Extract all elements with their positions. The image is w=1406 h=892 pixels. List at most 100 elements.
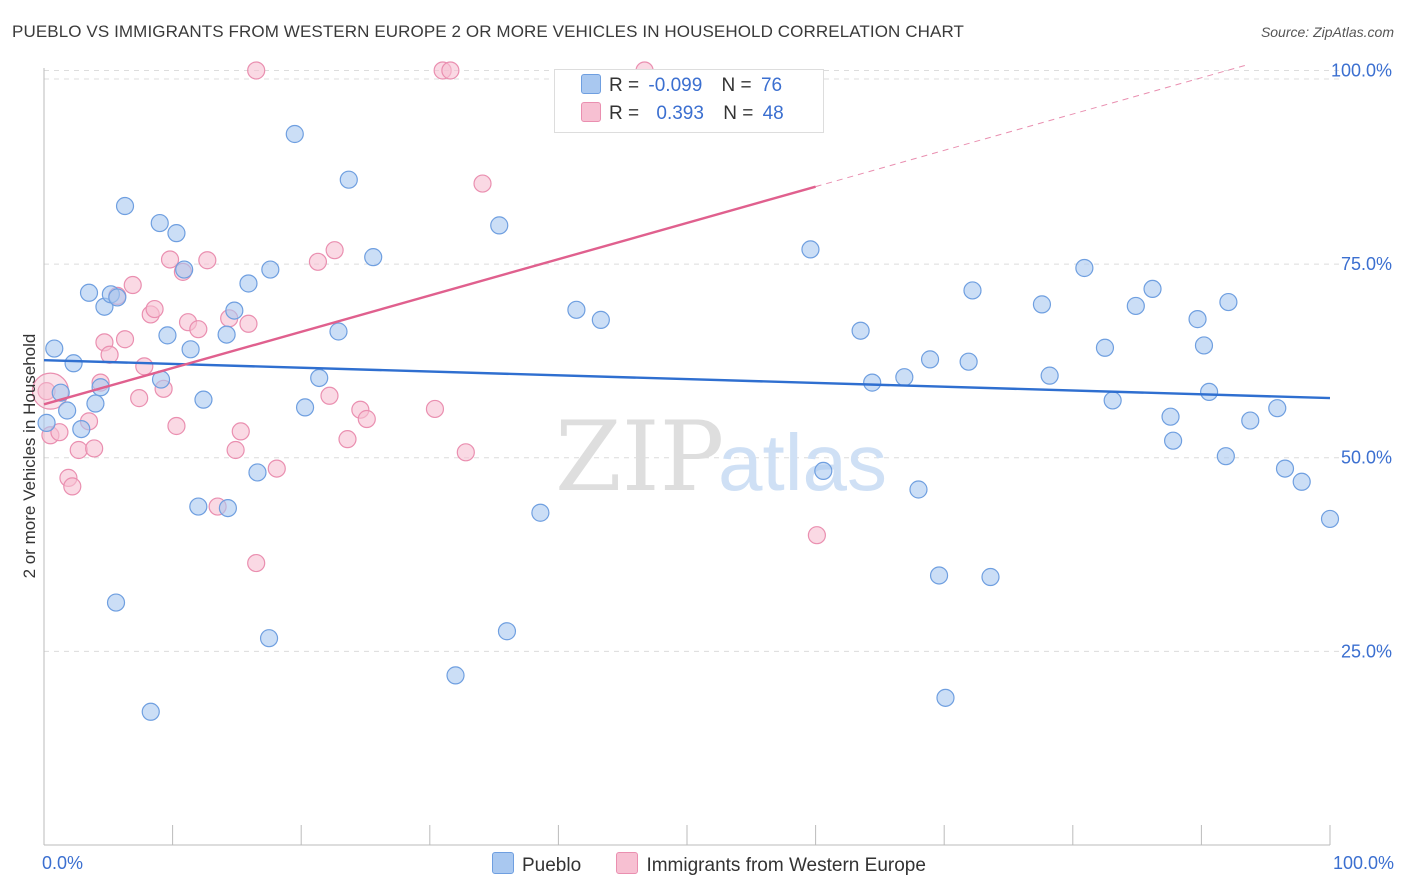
pueblo-point <box>58 401 77 420</box>
western-europe-point <box>239 314 258 333</box>
western-europe-point <box>231 422 250 441</box>
pueblo-point <box>1268 399 1287 418</box>
trend-layer <box>43 63 1331 406</box>
western-europe-point <box>198 251 217 270</box>
pink-r-value: 0.393 <box>656 103 704 124</box>
pueblo-point <box>310 368 329 388</box>
pueblo-point <box>295 398 315 417</box>
pueblo-point <box>1320 509 1340 529</box>
western-europe-point <box>425 399 445 419</box>
pueblo-point <box>194 390 213 409</box>
pueblo-point <box>217 325 236 344</box>
pueblo-point <box>181 340 200 359</box>
pueblo-point <box>1200 382 1219 402</box>
western-europe-point <box>357 409 376 429</box>
pueblo-point <box>1143 279 1162 299</box>
pueblo-point <box>108 288 127 307</box>
pueblo-point <box>339 170 358 189</box>
pueblo-point <box>814 461 833 481</box>
pueblo-point <box>189 497 208 516</box>
pueblo-point <box>37 413 56 432</box>
legend-western-europe-swatch <box>616 852 639 874</box>
pueblo-point <box>141 702 160 721</box>
western-europe-point <box>325 241 344 260</box>
western-europe-trend-line <box>43 185 816 406</box>
western-europe-point <box>85 439 104 458</box>
legend-pueblo-label: Pueblo <box>522 855 582 876</box>
pueblo-point <box>497 622 517 641</box>
bottom-legend: Pueblo Immigrants from Western Europe <box>492 852 926 877</box>
pueblo-point <box>364 248 383 267</box>
watermark-atlas: atlas <box>718 418 887 507</box>
pueblo-point <box>167 224 186 243</box>
western-europe-point <box>135 357 154 376</box>
pueblo-point <box>64 354 83 373</box>
legend-pueblo-swatch <box>492 852 514 874</box>
y-tick-label: 75.0% <box>1341 254 1392 274</box>
pueblo-point <box>959 352 978 371</box>
pueblo-point <box>218 498 237 518</box>
pueblo-point <box>490 216 509 235</box>
western-europe-point <box>123 275 142 295</box>
western-europe-point <box>100 345 119 364</box>
western-europe-point <box>267 459 286 478</box>
western-europe-point <box>308 252 328 271</box>
pueblo-point <box>248 463 267 482</box>
pueblo-point <box>1095 338 1115 357</box>
pueblo-point <box>106 593 126 612</box>
pueblo-point <box>1161 407 1180 426</box>
chart-source: Source: ZipAtlas.com <box>1260 24 1394 40</box>
pueblo-point <box>591 310 610 329</box>
pueblo-point <box>1126 296 1145 316</box>
y-tick-label: 100.0% <box>1331 60 1392 80</box>
western-europe-point <box>320 386 339 405</box>
blue-n-value: 76 <box>760 75 783 96</box>
pueblo-point <box>920 350 940 369</box>
y-tick-label: 25.0% <box>1341 641 1392 661</box>
western-europe-point <box>473 174 492 193</box>
western-europe-point <box>50 423 69 442</box>
pueblo-point <box>115 196 135 216</box>
pueblo-point <box>531 503 550 522</box>
western-europe-trend-extension <box>815 63 1250 188</box>
pueblo-point <box>1219 292 1238 312</box>
blue-r-value: -0.099 <box>648 75 703 96</box>
stats-legend-pink-row: R = 0.393 N = 48 <box>581 102 784 125</box>
pueblo-point <box>929 566 949 585</box>
pueblo-point <box>225 301 244 320</box>
pueblo-point <box>1164 431 1183 450</box>
pueblo-point <box>239 274 258 293</box>
pueblo-point <box>261 260 280 279</box>
pueblo-point <box>936 688 955 707</box>
western-europe-point <box>69 440 88 460</box>
pueblo-point <box>285 124 304 144</box>
pueblo-point <box>86 394 105 413</box>
pueblo-point <box>1040 366 1059 385</box>
y-tick-label: 50.0% <box>1341 448 1392 468</box>
chart-title: PUEBLO VS IMMIGRANTS FROM WESTERN EUROPE… <box>12 22 965 41</box>
western-europe-point <box>115 330 135 349</box>
pueblo-point <box>567 300 586 319</box>
series-pink-points <box>31 61 826 573</box>
pueblo-point <box>1032 295 1052 314</box>
pueblo-point <box>1216 447 1235 466</box>
stats-legend-blue-row: R = -0.099 N = 76 <box>581 74 782 97</box>
axis-layer: 25.0% 50.0% 75.0% 100.0% 0.0% 100.0% <box>42 60 1394 873</box>
pueblo-trend-line <box>43 358 1331 400</box>
pueblo-point <box>863 373 882 392</box>
pink-swatch <box>581 102 601 122</box>
pueblo-point <box>175 260 194 279</box>
western-europe-point <box>441 61 460 80</box>
pink-n-value: 48 <box>762 103 784 124</box>
pueblo-point <box>1103 391 1122 410</box>
pueblo-point <box>51 383 70 402</box>
x-tick-label: 100.0% <box>1333 853 1394 873</box>
western-europe-point <box>807 526 826 545</box>
pueblo-point <box>1075 258 1094 278</box>
pueblo-point <box>72 419 91 439</box>
pueblo-point <box>1241 411 1260 430</box>
western-europe-point <box>130 389 149 408</box>
western-europe-point <box>338 430 357 449</box>
pueblo-point <box>851 321 870 340</box>
